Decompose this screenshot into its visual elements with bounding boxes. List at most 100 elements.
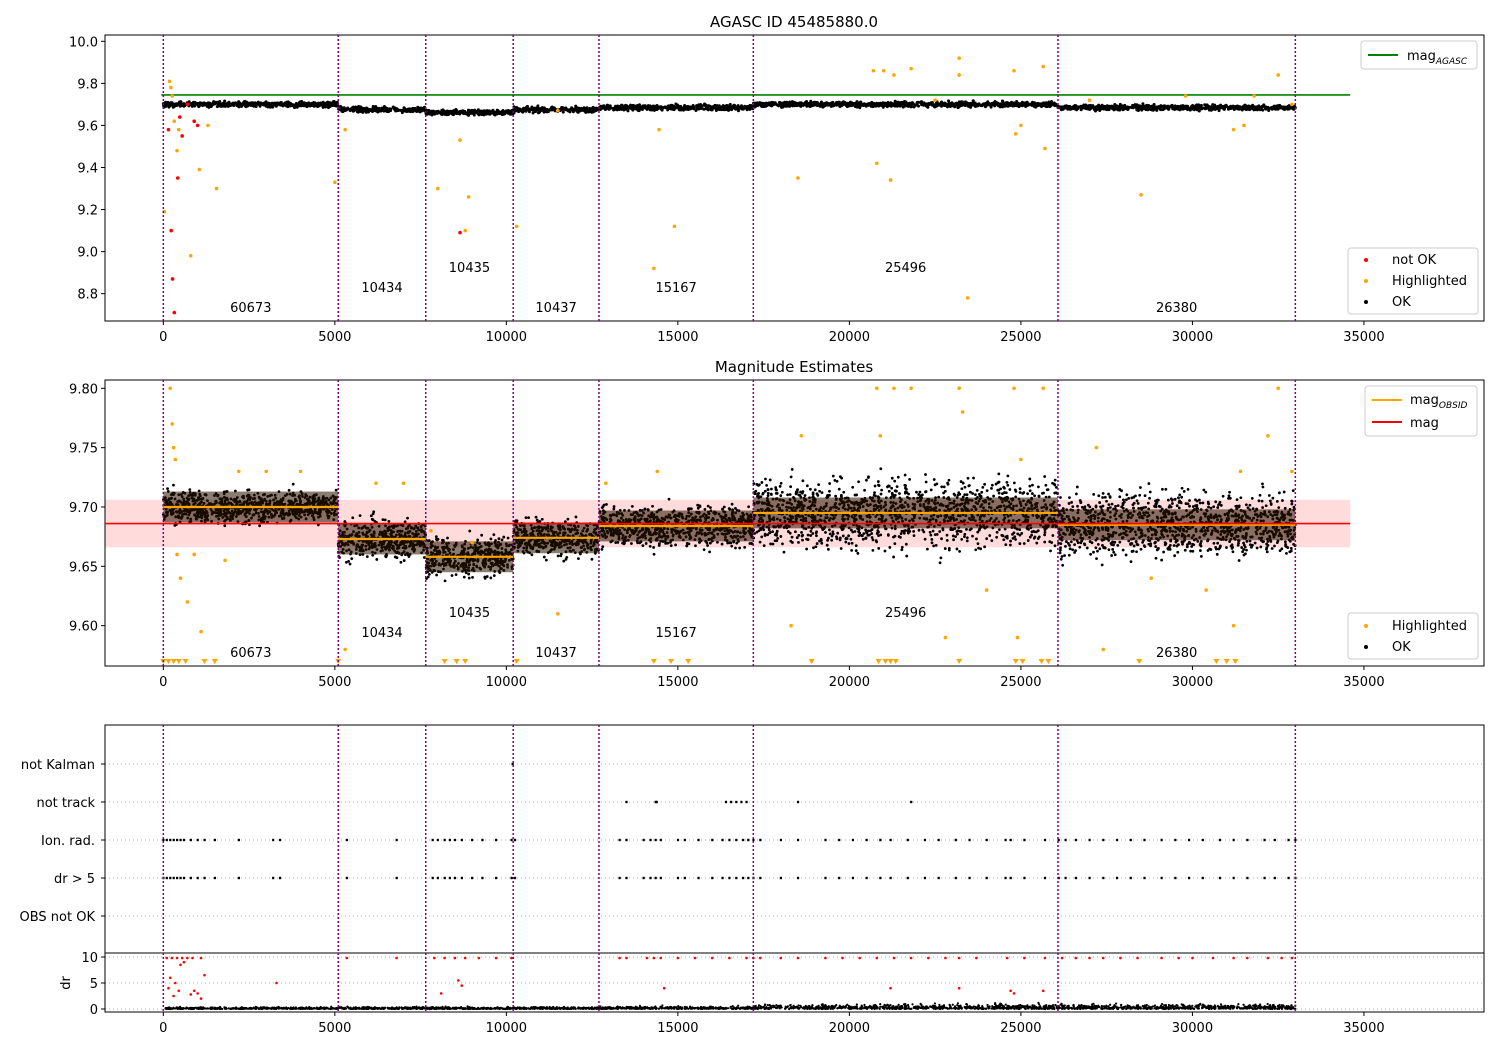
ok-point: [1152, 107, 1156, 111]
ok-point: [1048, 104, 1052, 108]
ok-point: [960, 103, 964, 107]
ok-point: [1211, 105, 1215, 109]
ok-point: [678, 108, 682, 112]
ok-point: [871, 103, 875, 107]
highlighted-point: [1013, 132, 1018, 136]
ok-point: [301, 102, 305, 106]
not-ok-point: [170, 277, 175, 281]
ok-point: [996, 102, 1000, 106]
ok-point: [1203, 103, 1207, 107]
ok-point: [391, 105, 395, 109]
ok-point: [318, 102, 322, 106]
ok-point: [502, 535, 506, 539]
ok-point: [435, 573, 439, 577]
ok-point: [358, 106, 362, 110]
ok-point: [361, 109, 365, 113]
ok-point: [365, 555, 369, 559]
y-tick-label: 10.0: [69, 35, 98, 50]
ok-point: [427, 108, 431, 112]
ok-point: [543, 108, 547, 112]
ok-point: [536, 111, 540, 115]
ok-point: [1113, 102, 1117, 106]
ok-point: [649, 108, 653, 112]
ok-point: [634, 107, 638, 111]
ok-point: [222, 104, 226, 108]
ok-point: [299, 102, 303, 106]
ok-point: [293, 106, 297, 110]
ok-point: [885, 102, 889, 106]
highlighted-point: [176, 127, 181, 132]
y-tick-label: 9.0: [77, 246, 98, 261]
ok-point: [530, 106, 534, 110]
ok-point: [383, 518, 387, 522]
ok-point: [1222, 107, 1226, 111]
ok-point: [982, 103, 986, 107]
ok-point: [403, 109, 407, 113]
ok-point: [1054, 103, 1058, 107]
ok-point: [424, 108, 428, 112]
highlighted-point: [170, 94, 175, 98]
ok-point: [476, 538, 480, 542]
highlighted-point: [1139, 193, 1143, 197]
ok-point: [408, 108, 412, 112]
ok-point: [592, 108, 596, 112]
ok-point: [1264, 107, 1268, 111]
ok-point: [252, 102, 256, 106]
not-ok-point: [185, 102, 190, 107]
ok-point: [238, 103, 242, 107]
ok-point: [683, 106, 687, 110]
ok-point: [403, 520, 407, 524]
ok-point: [259, 102, 263, 106]
highlighted-point: [197, 167, 202, 172]
ok-point: [454, 112, 458, 116]
ok-point: [829, 102, 833, 106]
ok-point: [482, 111, 486, 115]
ok-point: [472, 113, 476, 117]
ok-point: [356, 110, 360, 114]
highlighted-point: [333, 180, 337, 185]
ok-point: [669, 103, 673, 107]
ok-point: [1252, 108, 1256, 112]
highlighted-point: [169, 85, 173, 90]
ok-point: [942, 103, 946, 107]
ok-point: [622, 108, 626, 112]
ok-point: [536, 104, 540, 108]
y-tick-label: 9.2: [77, 204, 98, 219]
ok-point: [618, 105, 622, 109]
ok-point: [808, 103, 812, 107]
ok-point: [305, 104, 309, 108]
ok-point: [1204, 106, 1208, 110]
ok-point: [993, 101, 997, 105]
ok-point: [371, 106, 375, 110]
ok-point: [480, 533, 484, 537]
panel1-title: AGASC ID 45485880.0: [710, 13, 878, 31]
not-ok-point: [169, 228, 174, 233]
not-ok-point: [172, 310, 177, 315]
ok-point: [435, 538, 439, 542]
ok-point: [734, 105, 738, 109]
ok-point: [467, 111, 471, 115]
ok-point: [441, 538, 444, 542]
ok-point: [1134, 104, 1138, 108]
ok-point: [468, 529, 472, 533]
highlighted-point: [1290, 102, 1294, 107]
ok-point: [898, 104, 902, 108]
y-tick-label: 9.8: [77, 77, 98, 92]
highlighted-point: [1041, 64, 1046, 69]
ok-point: [1149, 106, 1153, 110]
ok-point: [427, 572, 431, 576]
ok-point: [1139, 105, 1143, 109]
highlighted-point: [214, 186, 219, 191]
ok-point: [375, 558, 379, 561]
ok-point: [614, 104, 618, 108]
ok-point: [414, 109, 418, 113]
ok-point: [591, 105, 595, 109]
ok-point: [402, 559, 406, 562]
not-ok-point: [166, 127, 171, 132]
x-tick-label: 15000: [657, 330, 698, 345]
ok-point: [1197, 106, 1201, 110]
highlighted-point: [172, 119, 177, 124]
x-tick-label: 35000: [1343, 330, 1384, 345]
ok-point: [1286, 106, 1290, 110]
x-tick-label: 20000: [829, 330, 870, 345]
